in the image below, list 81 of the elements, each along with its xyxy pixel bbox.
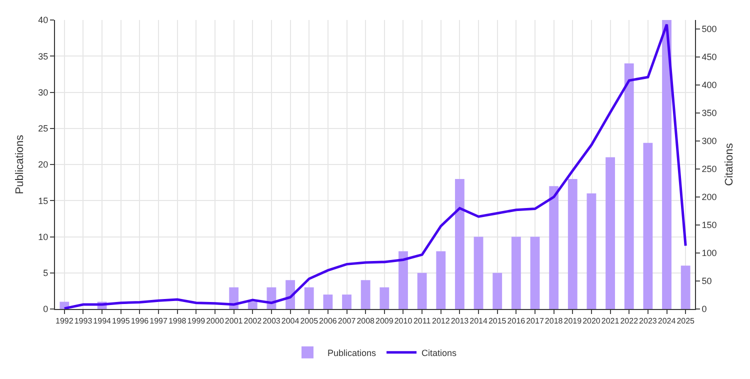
x-tick-label: 2006 [319, 316, 338, 326]
y2-tick-label: 200 [702, 192, 717, 202]
x-tick-label: 2018 [544, 316, 564, 326]
bar [549, 186, 559, 309]
bar [606, 157, 615, 309]
y2-tick-label: 400 [702, 80, 717, 90]
x-tick-label: 1992 [56, 316, 74, 326]
bar [474, 236, 484, 309]
bar [680, 266, 690, 309]
x-tick-label: 2011 [413, 316, 432, 326]
bar [455, 178, 464, 309]
bar [248, 302, 258, 309]
y2-axis-title: Citations [724, 142, 736, 186]
legend-label: Citations [422, 348, 458, 358]
y2-tick-label: 0 [702, 304, 707, 314]
y2-tick-label: 500 [702, 24, 717, 34]
x-tick-label: 1997 [150, 316, 168, 326]
y2-tick-label: 100 [702, 248, 717, 258]
x-tick-label: 2003 [262, 316, 281, 326]
y2-tick-label: 350 [702, 108, 717, 118]
bar [568, 178, 578, 309]
bar [624, 63, 634, 309]
x-tick-label: 2013 [450, 316, 470, 326]
x-tick-label: 2012 [432, 316, 450, 326]
x-tick-label: 1996 [130, 316, 150, 326]
x-tick-label: 2016 [507, 316, 526, 326]
x-tick-label: 1998 [168, 316, 187, 326]
x-tick-label: 2009 [376, 316, 394, 326]
bar [643, 142, 653, 309]
x-tick-label: 2001 [224, 316, 244, 326]
y-tick-label: 25 [38, 124, 48, 134]
y-tick-label: 20 [38, 160, 48, 170]
y2-tick-label: 150 [702, 220, 717, 230]
y-tick-label: 10 [38, 232, 48, 242]
x-tick-label: 1994 [93, 316, 112, 326]
y-tick-label: 0 [43, 304, 48, 314]
bar [530, 236, 540, 309]
y-tick-label: 40 [38, 15, 48, 26]
bar [492, 272, 502, 309]
bar [323, 294, 333, 309]
x-tick-label: 2025 [676, 316, 696, 326]
y-tick-label: 30 [38, 87, 48, 98]
x-tick-label: 2014 [470, 316, 488, 326]
y-axis-title: Publications [14, 134, 26, 194]
x-tick-label: 2005 [300, 316, 319, 326]
y-tick-label: 35 [38, 51, 48, 62]
bar [436, 251, 446, 309]
x-tick-label: 2017 [526, 316, 544, 326]
x-tick-label: 1993 [74, 316, 93, 326]
bar [304, 287, 314, 309]
y2-tick-label: 50 [702, 276, 712, 286]
x-tick-label: 2019 [564, 316, 582, 326]
y2-tick-label: 300 [702, 136, 717, 146]
bar [398, 251, 408, 309]
bar [511, 236, 521, 309]
x-tick-label: 2023 [639, 316, 658, 326]
line-series [63, 23, 687, 309]
x-tick-label: 1999 [187, 316, 206, 326]
legend-label: Publications [328, 348, 377, 358]
y-tick-label: 5 [43, 268, 48, 278]
x-tick-label: 1995 [112, 316, 130, 326]
x-tick-label: 2015 [488, 316, 507, 326]
bar [417, 272, 427, 309]
x-tick-label: 2004 [281, 316, 300, 326]
bar [360, 280, 370, 309]
x-tick-label: 2008 [356, 316, 376, 326]
y2-tick-label: 250 [702, 164, 717, 174]
x-tick-label: 2002 [244, 316, 262, 326]
x-tick-label: 2007 [338, 316, 356, 326]
x-tick-label: 2000 [206, 316, 224, 326]
y-tick-label: 15 [38, 196, 48, 206]
bar [662, 20, 672, 309]
bar [342, 294, 352, 309]
bar [586, 193, 596, 309]
x-tick-label: 2021 [601, 316, 620, 326]
x-tick-label: 2022 [620, 316, 639, 326]
x-tick-label: 2020 [582, 316, 601, 326]
x-tick-label: 2024 [658, 316, 676, 326]
bar [380, 287, 390, 309]
x-tick-label: 2010 [394, 316, 413, 326]
y2-tick-label: 450 [702, 52, 717, 62]
